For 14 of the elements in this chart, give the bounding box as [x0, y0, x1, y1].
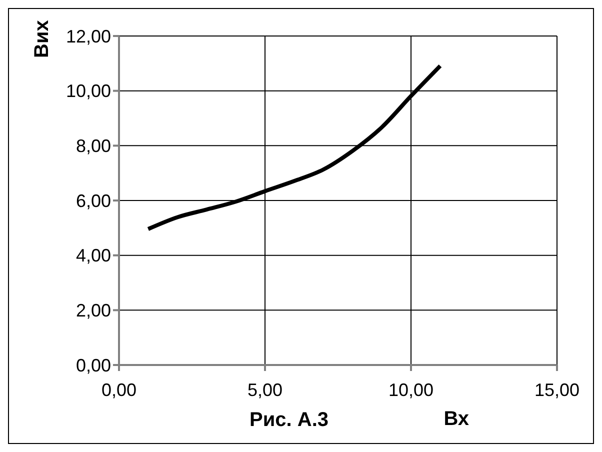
y-axis-title: Вих [31, 20, 54, 58]
x-tick-label: 0,00 [101, 380, 137, 400]
y-tick-label: 2,00 [76, 300, 111, 321]
x-tick-label: 5,00 [247, 380, 283, 400]
text: Рис. А.3 [248, 409, 330, 432]
y-tick-label: 4,00 [76, 246, 111, 266]
y-tick-label: 6,00 [76, 190, 111, 211]
y-tick-label: 12,00 [66, 26, 111, 46]
x-tick-label: 15,00 [534, 380, 580, 400]
y-tick-label: 0,00 [76, 355, 111, 376]
x-axis-title: Вх [444, 408, 469, 430]
x-tick-label: 10,00 [388, 380, 434, 400]
y-tick-label: 8,00 [76, 136, 111, 156]
y-tick-label: 10,00 [66, 81, 111, 102]
